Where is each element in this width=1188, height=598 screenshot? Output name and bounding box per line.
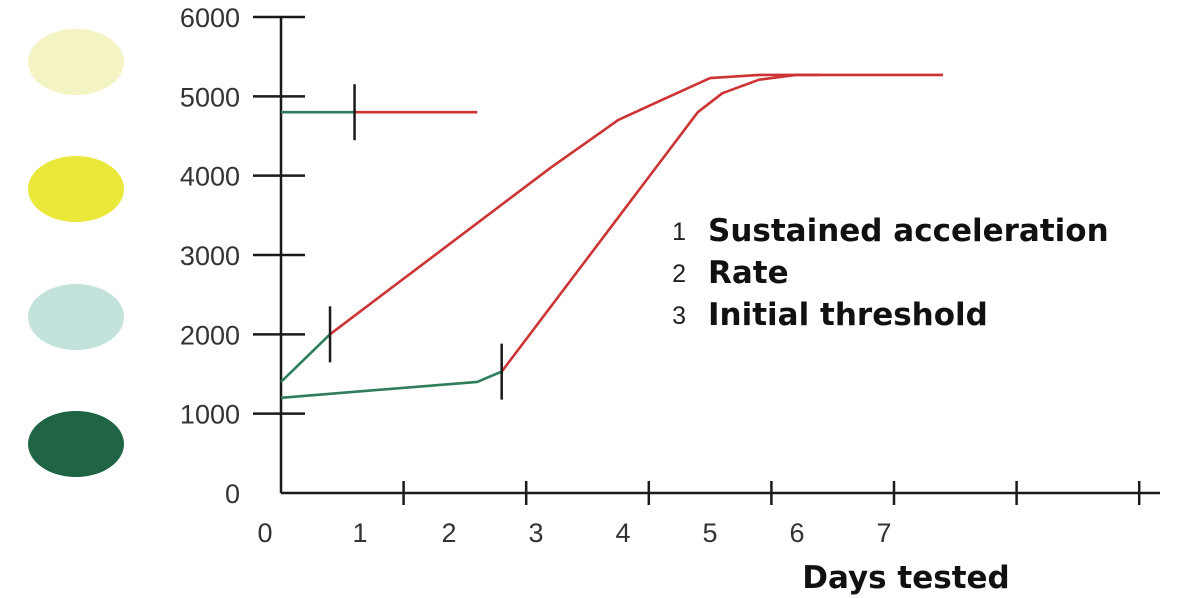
- legend-number: 3: [672, 302, 686, 330]
- series-lines: [280, 73, 943, 400]
- y-tick-label: 5000: [180, 82, 240, 112]
- legend-label: Rate: [708, 255, 789, 291]
- y-tick-label: 1000: [180, 400, 240, 430]
- x-tick-label: 3: [528, 518, 543, 548]
- legend-number: 1: [672, 218, 686, 246]
- x-tick-label: 0: [257, 518, 272, 548]
- x-ticks: 0 1 2 3 4 5 6 7: [257, 481, 1141, 548]
- x-tick-label: 4: [615, 518, 630, 548]
- legend-label: Sustained acceleration: [708, 213, 1109, 249]
- y-tick-label: 0: [225, 479, 240, 509]
- series-line-3: [280, 333, 331, 383]
- x-tick-label: 7: [876, 518, 891, 548]
- x-tick-label: 6: [789, 518, 804, 548]
- color-swatch-2: [28, 156, 124, 222]
- y-ticks: 0 1000 2000 3000 4000 5000 6000: [180, 3, 305, 509]
- y-tick-label: 3000: [180, 241, 240, 271]
- x-axis-label: Days tested: [802, 560, 1009, 596]
- series-line-6: [500, 73, 943, 373]
- color-swatches: [28, 29, 124, 477]
- y-tick-label: 4000: [180, 162, 240, 192]
- color-swatch-3: [28, 284, 124, 350]
- color-swatch-1: [28, 29, 124, 95]
- y-tick-label: 6000: [180, 3, 240, 33]
- color-swatch-4: [28, 411, 124, 477]
- y-tick-label: 2000: [180, 320, 240, 350]
- x-tick-label: 5: [702, 518, 717, 548]
- threshold-markers: [328, 84, 503, 400]
- series-line-4: [329, 73, 821, 336]
- x-tick-label: 2: [441, 518, 456, 548]
- series-line-5: [280, 370, 503, 400]
- x-tick-label: 1: [352, 518, 367, 548]
- legend: 1 Sustained acceleration 2 Rate 3 Initial thr…: [672, 213, 1109, 333]
- legend-label: Initial threshold: [708, 297, 988, 333]
- legend-number: 2: [672, 260, 686, 288]
